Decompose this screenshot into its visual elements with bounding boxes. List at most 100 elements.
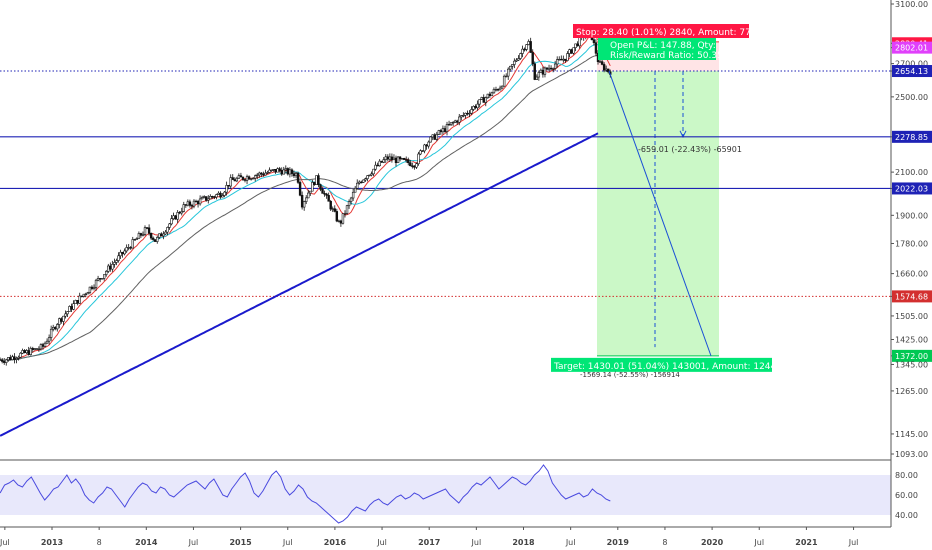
candle-body [439, 130, 443, 133]
candle-body [427, 141, 430, 147]
candle-body [431, 134, 434, 138]
candle-body [9, 357, 12, 360]
candle-body [515, 59, 518, 62]
candle-body [145, 227, 149, 229]
candle-body [258, 172, 261, 176]
candle-body [405, 159, 408, 161]
candle-body [317, 175, 320, 186]
candle-body [62, 315, 65, 322]
candle-body [13, 356, 16, 360]
ma-line-2 [0, 54, 611, 362]
candle-body [411, 165, 414, 167]
candle-body [337, 220, 341, 223]
candle-body [251, 177, 255, 180]
candle-body [360, 181, 363, 184]
candle-body [566, 53, 569, 61]
candle-body [262, 173, 265, 176]
time-tick-label: 2019 [607, 538, 630, 547]
candle-body [125, 247, 128, 252]
price-tick-label: 2654.13 [895, 67, 928, 76]
time-tick-label: Jul [565, 538, 576, 547]
time-tick-label: 8 [97, 538, 102, 547]
candle-body [413, 165, 416, 168]
candle-body [539, 69, 543, 73]
candle-body [133, 239, 137, 241]
candle-body [15, 358, 18, 360]
candle-body [211, 196, 214, 198]
candle-body [478, 99, 481, 105]
candle-body [604, 68, 608, 71]
pnl-label: Open P&L: 147.88, Qty: 8 [610, 41, 725, 51]
candle-body [464, 112, 467, 116]
candle-body [315, 175, 318, 185]
candle-body [527, 41, 530, 45]
candle-body [60, 318, 63, 322]
candle-body [419, 150, 422, 155]
measure-label-1: -659.01 (-22.43%) -65901 [638, 145, 742, 154]
candle-body [37, 348, 41, 351]
candle-body [141, 234, 145, 236]
candle-body [327, 195, 330, 202]
target-label[interactable]: Target: 1430.01 (51.04%) 143001, Amount:… [551, 357, 797, 372]
stop-label[interactable]: Stop: 28.40 (1.01%) 2840, Amount: 772.8 [573, 24, 765, 38]
candle-body [127, 247, 130, 249]
candle-body [437, 130, 441, 135]
candle-body [188, 201, 192, 206]
candle-body [84, 293, 88, 296]
candle-body [58, 318, 61, 325]
candle-body [498, 87, 502, 91]
candle-body [449, 122, 453, 125]
candle-body [54, 327, 57, 330]
candle-body [11, 356, 14, 360]
candle-body [135, 238, 139, 240]
time-tick-label: 2016 [324, 538, 347, 547]
candle-body [23, 350, 26, 354]
candle-body [421, 150, 424, 152]
candle-body [547, 67, 551, 70]
candle-body [51, 327, 55, 330]
candle-body [545, 67, 549, 70]
pnl-box[interactable] [598, 38, 716, 60]
position-tool[interactable]: Stop: 28.40 (1.01%) 2840, Amount: 772.8 O… [551, 24, 797, 379]
candle-body [541, 69, 545, 75]
candle-body [260, 172, 263, 175]
candle-body [245, 176, 249, 181]
rsi-band [0, 475, 891, 515]
candle-body [178, 212, 181, 214]
candle-body [441, 128, 445, 133]
candle-body [74, 300, 77, 304]
candle-body [121, 251, 124, 255]
candle-body [205, 196, 208, 201]
candle-body [425, 144, 428, 147]
candle-body [496, 89, 500, 91]
candle-body [386, 156, 390, 160]
price-tick-label: 1345.00 [895, 360, 928, 369]
candle-body [80, 295, 83, 298]
candle-body [519, 53, 522, 59]
candle-body [537, 72, 541, 78]
candle-body [21, 350, 24, 354]
candle-body [286, 168, 290, 175]
candle-body [504, 75, 508, 78]
candle-body [123, 250, 126, 255]
candle-body [219, 192, 222, 198]
candles [0, 25, 612, 366]
candle-body [462, 115, 465, 117]
candle-body [607, 68, 610, 73]
candle-body [174, 215, 177, 220]
candle-body [374, 164, 377, 170]
candle-body [488, 93, 492, 97]
candle-body [186, 201, 190, 206]
candle-body [172, 215, 175, 219]
candle-body [64, 313, 67, 317]
candle-body [486, 93, 490, 99]
rsi-tick-label: 40.00 [895, 511, 918, 520]
time-tick-label: 2018 [512, 538, 535, 547]
ma-line-1 [0, 44, 611, 362]
candle-body [492, 89, 496, 94]
candle-body [166, 227, 169, 233]
candle-body [268, 169, 271, 173]
candle-body [345, 205, 349, 214]
candle-body [366, 175, 369, 179]
